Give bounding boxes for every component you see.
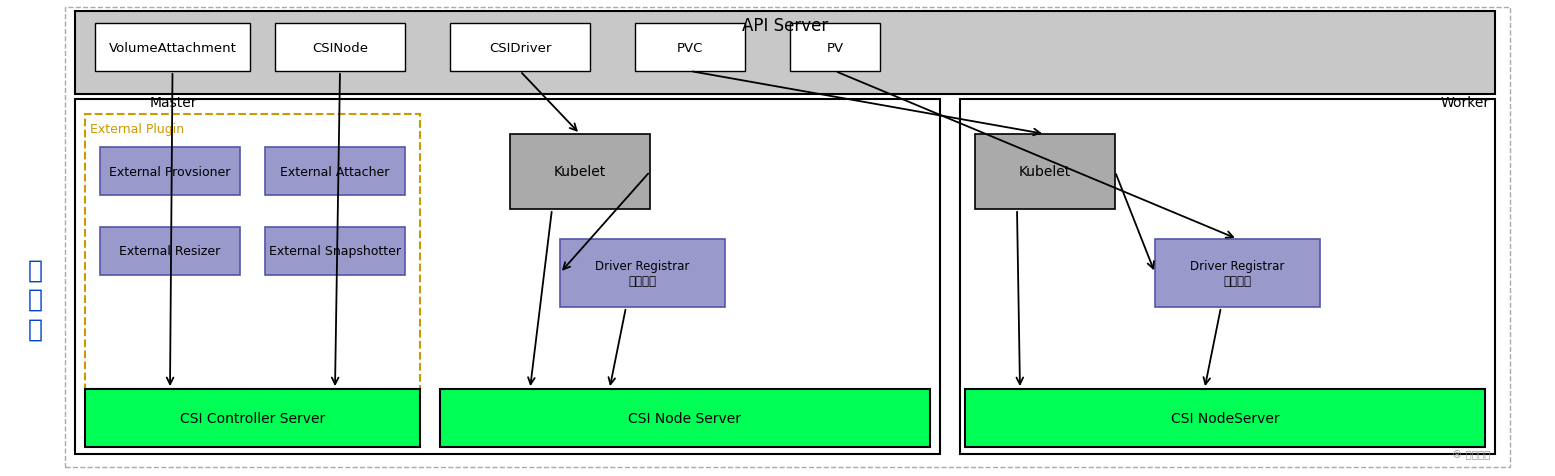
Text: VolumeAttachment: VolumeAttachment <box>109 41 236 54</box>
Text: CSI Node Server: CSI Node Server <box>628 411 742 425</box>
Bar <box>95 24 250 72</box>
Text: CSI NodeServer: CSI NodeServer <box>1171 411 1280 425</box>
Text: Kubelet: Kubelet <box>554 165 606 179</box>
Bar <box>100 228 239 276</box>
Bar <box>86 389 420 447</box>
Text: CSINode: CSINode <box>313 41 369 54</box>
Text: External Resizer: External Resizer <box>120 245 221 258</box>
Bar <box>440 389 930 447</box>
Text: PVC: PVC <box>676 41 703 54</box>
Text: External Snapshotter: External Snapshotter <box>269 245 401 258</box>
Text: ® 创新互联: ® 创新互联 <box>1451 449 1490 459</box>
Bar <box>966 389 1485 447</box>
Text: Driver Registrar
（注册）: Driver Registrar （注册） <box>1190 259 1284 288</box>
Text: CSI Controller Server: CSI Controller Server <box>180 411 325 425</box>
Text: Driver Registrar
（注册）: Driver Registrar （注册） <box>596 259 690 288</box>
Text: External Attacher: External Attacher <box>280 165 390 178</box>
Text: Kubelet: Kubelet <box>1019 165 1071 179</box>
Bar <box>75 12 1494 95</box>
Bar <box>634 24 745 72</box>
Text: 块
存
储: 块 存 储 <box>28 258 42 341</box>
Bar <box>1155 239 1320 307</box>
Bar <box>75 100 941 454</box>
Text: API Server: API Server <box>742 17 829 35</box>
Text: PV: PV <box>826 41 843 54</box>
Bar <box>264 148 404 196</box>
Bar <box>959 100 1494 454</box>
Text: Master: Master <box>149 96 197 110</box>
Bar <box>510 135 650 209</box>
Bar <box>975 135 1115 209</box>
Bar <box>449 24 589 72</box>
Text: External Plugin: External Plugin <box>90 122 183 135</box>
Bar <box>560 239 725 307</box>
Bar <box>264 228 404 276</box>
Text: Worker: Worker <box>1441 96 1490 110</box>
Bar <box>100 148 239 196</box>
Bar <box>275 24 404 72</box>
Bar <box>86 115 420 389</box>
Text: External Provsioner: External Provsioner <box>109 165 230 178</box>
Text: CSIDriver: CSIDriver <box>488 41 550 54</box>
Bar <box>790 24 880 72</box>
